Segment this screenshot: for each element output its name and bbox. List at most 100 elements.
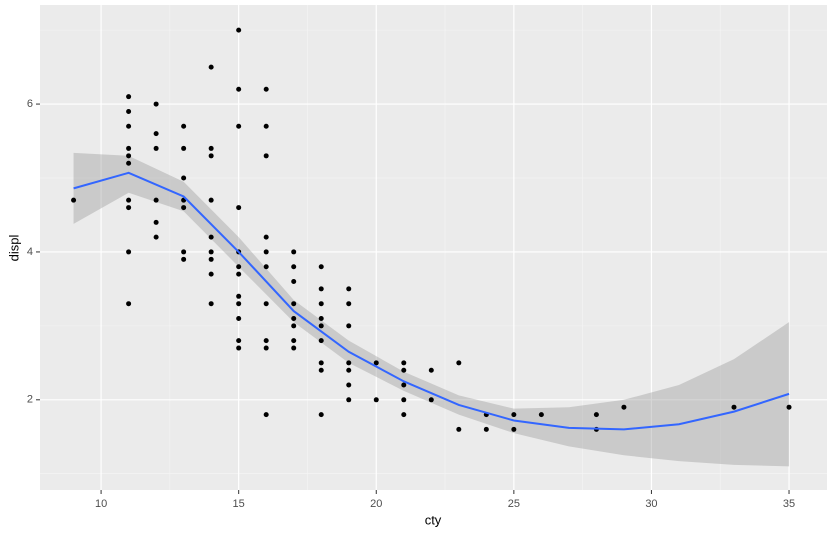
point — [291, 301, 297, 307]
point — [621, 404, 627, 410]
point — [208, 256, 214, 262]
point — [236, 338, 242, 344]
point — [318, 315, 324, 321]
point — [456, 360, 462, 366]
x-tick-label: 35 — [783, 498, 795, 510]
point — [291, 264, 297, 270]
point — [318, 338, 324, 344]
point — [208, 145, 214, 151]
panel — [40, 5, 827, 490]
point — [318, 264, 324, 270]
x-tick-label: 30 — [645, 498, 657, 510]
point — [786, 404, 792, 410]
point — [126, 197, 132, 203]
point — [483, 426, 489, 432]
point — [401, 360, 407, 366]
point — [153, 101, 159, 107]
point — [401, 412, 407, 418]
point — [236, 315, 242, 321]
point — [263, 86, 269, 92]
point — [236, 123, 242, 129]
point — [291, 249, 297, 255]
point — [153, 219, 159, 225]
point — [208, 64, 214, 70]
point — [153, 234, 159, 240]
point — [236, 205, 242, 211]
point — [126, 249, 132, 255]
point — [318, 360, 324, 366]
point — [346, 360, 352, 366]
x-tick-label: 10 — [95, 498, 107, 510]
point — [181, 123, 187, 129]
point — [291, 338, 297, 344]
point — [181, 175, 187, 181]
point — [181, 249, 187, 255]
point — [401, 397, 407, 403]
point — [428, 397, 434, 403]
point — [153, 197, 159, 203]
point — [318, 367, 324, 373]
y-tick-label: 2 — [27, 394, 33, 406]
point — [346, 286, 352, 292]
point — [126, 153, 132, 159]
point — [401, 367, 407, 373]
x-tick-label: 15 — [233, 498, 245, 510]
point — [263, 264, 269, 270]
point — [456, 426, 462, 432]
point — [236, 264, 242, 270]
point — [236, 86, 242, 92]
point — [126, 205, 132, 211]
point — [291, 315, 297, 321]
point — [181, 205, 187, 211]
point — [208, 153, 214, 159]
point — [263, 338, 269, 344]
point — [153, 145, 159, 151]
point — [291, 323, 297, 329]
x-tick-label: 20 — [370, 498, 382, 510]
y-tick-label: 6 — [27, 98, 33, 110]
point — [318, 412, 324, 418]
point — [731, 404, 737, 410]
point — [263, 153, 269, 159]
point — [208, 301, 214, 307]
point — [236, 301, 242, 307]
point — [208, 234, 214, 240]
y-tick-label: 4 — [27, 246, 33, 258]
confidence-band — [73, 152, 790, 467]
point — [126, 94, 132, 100]
x-tick-label: 25 — [508, 498, 520, 510]
point — [263, 249, 269, 255]
point — [208, 249, 214, 255]
point — [346, 323, 352, 329]
point — [126, 160, 132, 166]
point — [373, 397, 379, 403]
point — [181, 145, 187, 151]
point — [236, 27, 242, 33]
point — [263, 123, 269, 129]
point — [346, 367, 352, 373]
point — [263, 345, 269, 351]
point — [263, 301, 269, 307]
point — [318, 301, 324, 307]
point — [236, 345, 242, 351]
point — [263, 412, 269, 418]
point — [538, 412, 544, 418]
point — [126, 145, 132, 151]
point — [263, 234, 269, 240]
point — [346, 301, 352, 307]
point — [318, 286, 324, 292]
point — [126, 108, 132, 114]
point — [153, 131, 159, 137]
point — [511, 412, 517, 418]
point — [291, 345, 297, 351]
point — [71, 197, 77, 203]
point — [318, 323, 324, 329]
point — [428, 367, 434, 373]
point — [346, 397, 352, 403]
smooth-line — [73, 171, 790, 431]
point — [401, 382, 407, 388]
point — [126, 123, 132, 129]
point — [236, 293, 242, 299]
point — [181, 256, 187, 262]
